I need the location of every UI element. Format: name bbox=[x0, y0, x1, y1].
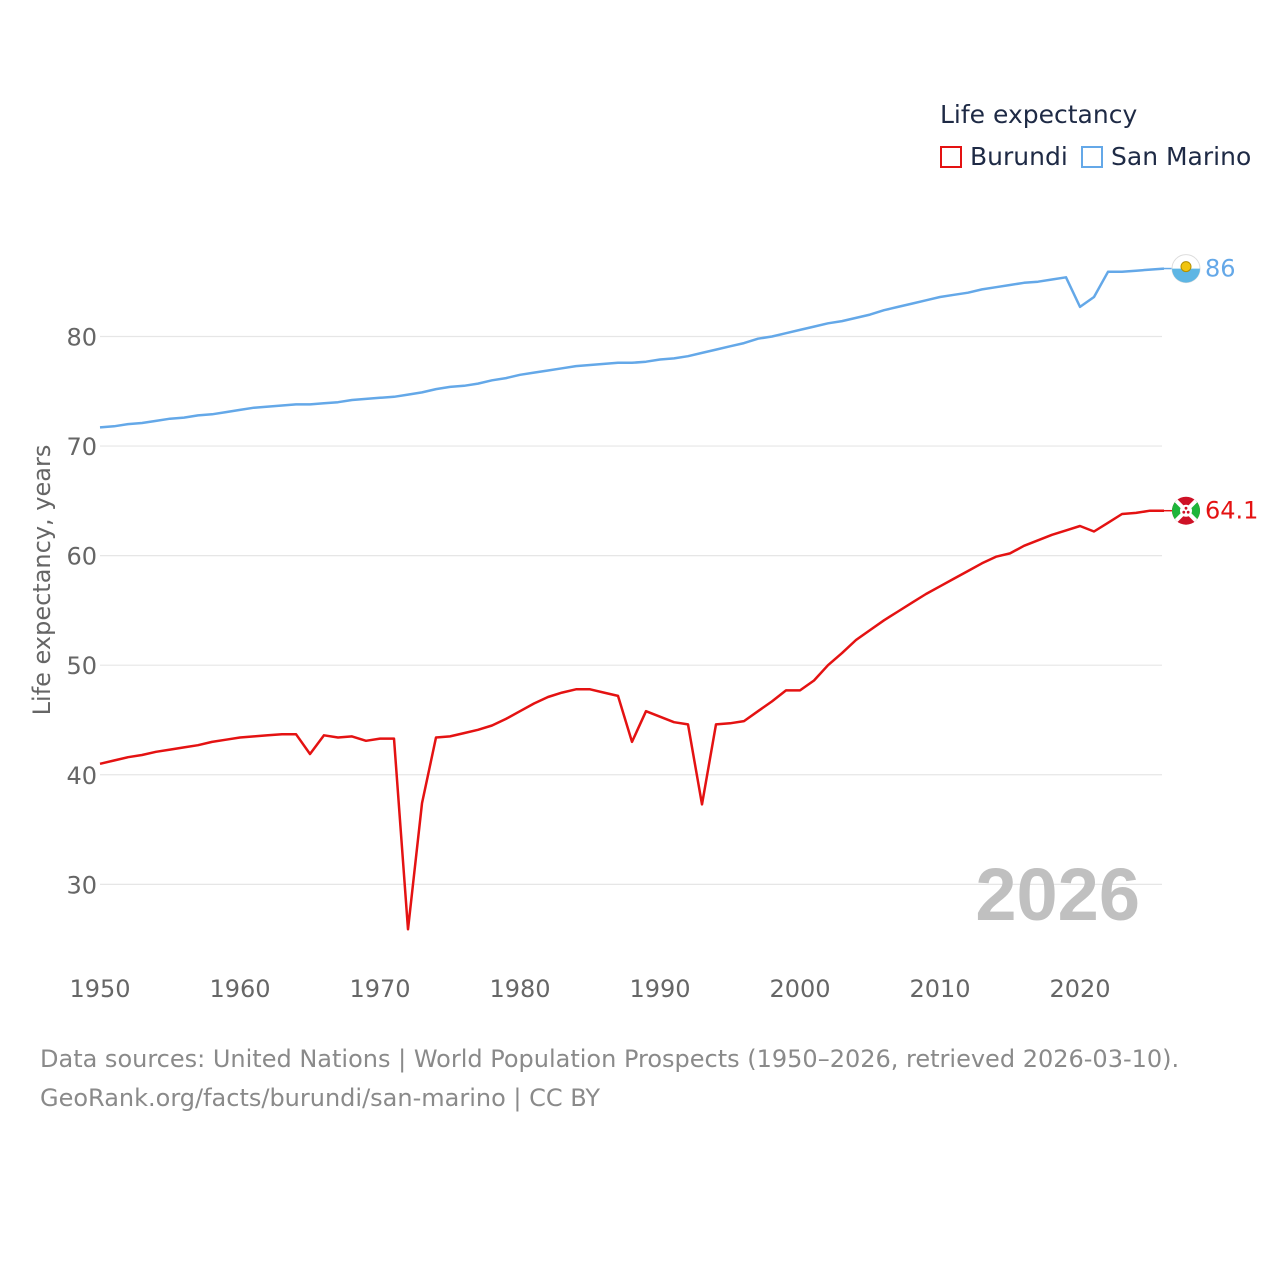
x-tick-label: 1950 bbox=[69, 975, 130, 1003]
x-tick-label: 1990 bbox=[629, 975, 690, 1003]
y-tick-label: 70 bbox=[66, 433, 97, 461]
x-axis-ticks: 1950 1960 1970 1980 1990 2000 2010 2020 bbox=[69, 975, 1110, 1003]
end-label-san-marino: 86 bbox=[1205, 255, 1236, 283]
x-tick-label: 1980 bbox=[489, 975, 550, 1003]
x-tick-label: 2010 bbox=[909, 975, 970, 1003]
y-tick-label: 40 bbox=[66, 762, 97, 790]
x-tick-label: 1970 bbox=[349, 975, 410, 1003]
y-tick-label: 30 bbox=[66, 871, 97, 899]
legend-swatch-san-marino bbox=[1081, 145, 1103, 168]
legend-label-san-marino: San Marino bbox=[1111, 142, 1252, 171]
source-line: Data sources: United Nations | World Pop… bbox=[40, 1045, 1180, 1073]
end-label-burundi: 64.1 bbox=[1205, 497, 1258, 525]
legend-label-burundi: Burundi bbox=[970, 142, 1068, 171]
legend-item-burundi[interactable]: Burundi bbox=[940, 142, 1068, 171]
current-year-label: 2026 bbox=[975, 853, 1140, 936]
end-value-labels: 64.1 86 bbox=[1205, 255, 1258, 525]
grid bbox=[100, 335, 1162, 885]
san-marino-flag-icon bbox=[1171, 254, 1201, 284]
y-tick-label: 80 bbox=[66, 323, 97, 351]
burundi-flag-icon bbox=[1172, 496, 1200, 525]
x-tick-label: 2020 bbox=[1049, 975, 1110, 1003]
series-lines bbox=[99, 267, 1172, 931]
legend-swatch-burundi bbox=[940, 145, 962, 168]
y-axis-ticks: 30 40 50 60 70 80 bbox=[66, 323, 97, 899]
legend-item-san-marino[interactable]: San Marino bbox=[1081, 142, 1251, 171]
y-axis-label: Life expectancy, years bbox=[28, 445, 56, 716]
x-tick-label: 2000 bbox=[769, 975, 830, 1003]
source-link-line: GeoRank.org/facts/burundi/san-marino | C… bbox=[40, 1084, 601, 1112]
series-line-burundi bbox=[99, 509, 1164, 931]
y-tick-label: 50 bbox=[66, 652, 97, 680]
end-markers bbox=[1171, 254, 1201, 525]
legend-title: Life expectancy bbox=[940, 100, 1138, 129]
series-line-san-marino bbox=[99, 267, 1165, 429]
y-tick-label: 60 bbox=[66, 543, 97, 571]
x-tick-label: 1960 bbox=[209, 975, 270, 1003]
